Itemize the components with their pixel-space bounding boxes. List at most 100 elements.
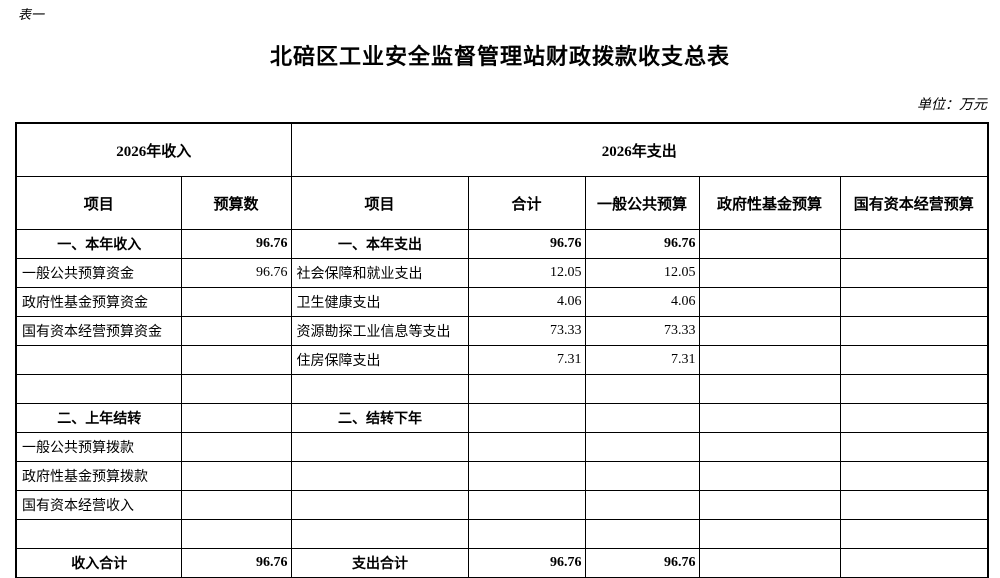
table-row: 住房保障支出 7.31 7.31 [15,345,989,375]
col-header-state-capital-budget: 国有资本经营预算 [839,176,989,230]
expense-total-cell: 12.05 [467,258,586,288]
group-header-row: 2026年收入 2026年支出 [15,122,989,177]
table-row: 一般公共预算资金 96.76 社会保障和就业支出 12.05 12.05 [15,258,989,288]
expense-gov-fund-cell [698,432,841,462]
expense-item-cell [290,374,469,404]
expense-general-budget-cell: 73.33 [584,316,700,346]
income-budget-cell: 96.76 [180,258,292,288]
page-title: 北碚区工业安全监督管理站财政拨款收支总表 [269,44,730,69]
table-index-label: 表一 [18,7,45,22]
unit-label: 单位：万元 [917,98,987,113]
income-budget-cell [180,316,292,346]
expense-general-budget-cell [584,403,700,433]
income-item-cell: 一般公共预算资金 [15,258,182,288]
income-budget-cell: 96.76 [180,229,292,259]
income-budget-cell [180,490,292,520]
expense-general-budget-cell [584,432,700,462]
table-row: 二、上年结转 二、结转下年 [15,403,989,433]
expense-state-capital-cell [839,403,989,433]
expense-general-budget-cell: 96.76 [584,229,700,259]
col-header-gov-fund-budget: 政府性基金预算 [698,176,841,230]
table-row: 收入合计 96.76 支出合计 96.76 96.76 [15,548,989,578]
fiscal-summary-table: 2026年收入 2026年支出 项目 预算数 项目 合计 一般公共预算 政府性基… [15,122,990,578]
expense-item-cell [290,490,469,520]
income-item-cell: 政府性基金预算资金 [15,287,182,317]
expense-item-cell: 社会保障和就业支出 [290,258,469,288]
expense-total-cell: 7.31 [467,345,586,375]
expense-gov-fund-cell [698,316,841,346]
table-row: 政府性基金预算拨款 [15,461,989,491]
col-header-income-budget: 预算数 [180,176,292,230]
expense-total-cell [467,432,586,462]
income-budget-cell: 96.76 [180,548,292,578]
expense-total-cell: 73.33 [467,316,586,346]
income-item-cell: 一、本年收入 [15,229,182,259]
expense-total-cell: 4.06 [467,287,586,317]
table-row: 国有资本经营预算资金 资源勘探工业信息等支出 73.33 73.33 [15,316,989,346]
expense-state-capital-cell [839,548,989,578]
expense-item-cell [290,519,469,549]
expense-item-cell: 支出合计 [290,548,469,578]
expense-total-cell [467,403,586,433]
expense-general-budget-cell [584,519,700,549]
expense-gov-fund-cell [698,345,841,375]
income-budget-cell [180,374,292,404]
income-budget-cell [180,519,292,549]
expense-general-budget-cell [584,374,700,404]
expense-general-budget-cell: 7.31 [584,345,700,375]
table-row: 一般公共预算拨款 [15,432,989,462]
expense-state-capital-cell [839,345,989,375]
expense-state-capital-cell [839,461,989,491]
table-row [15,374,989,404]
expense-total-cell [467,374,586,404]
expense-item-cell [290,432,469,462]
expense-item-cell: 卫生健康支出 [290,287,469,317]
expense-state-capital-cell [839,490,989,520]
table-body: 一、本年收入 96.76 一、本年支出 96.76 96.76 一般公共预算资金 96.76… [15,229,989,578]
income-item-cell [15,374,182,404]
income-item-cell: 国有资本经营预算资金 [15,316,182,346]
col-header-expense-item: 项目 [290,176,469,230]
income-item-cell: 一般公共预算拨款 [15,432,182,462]
income-budget-cell [180,287,292,317]
income-budget-cell [180,345,292,375]
column-header-row: 项目 预算数 项目 合计 一般公共预算 政府性基金预算 国有资本经营预算 [15,176,989,230]
expense-gov-fund-cell [698,229,841,259]
expense-gov-fund-cell [698,287,841,317]
expense-total-cell [467,461,586,491]
expense-state-capital-cell [839,258,989,288]
expense-state-capital-cell [839,432,989,462]
expense-gov-fund-cell [698,258,841,288]
income-group-header: 2026年收入 [15,122,292,177]
expense-state-capital-cell [839,287,989,317]
expense-gov-fund-cell [698,519,841,549]
col-header-income-item: 项目 [15,176,182,230]
expense-item-cell [290,461,469,491]
income-budget-cell [180,461,292,491]
expense-total-cell [467,519,586,549]
expense-item-cell: 资源勘探工业信息等支出 [290,316,469,346]
income-item-cell: 政府性基金预算拨款 [15,461,182,491]
income-item-cell: 收入合计 [15,548,182,578]
income-item-cell: 国有资本经营收入 [15,490,182,520]
expense-state-capital-cell [839,316,989,346]
income-budget-cell [180,432,292,462]
expense-item-cell: 一、本年支出 [290,229,469,259]
table-row: 政府性基金预算资金 卫生健康支出 4.06 4.06 [15,287,989,317]
expense-total-cell: 96.76 [467,548,586,578]
expense-general-budget-cell: 4.06 [584,287,700,317]
income-item-cell [15,345,182,375]
expense-general-budget-cell [584,490,700,520]
expense-state-capital-cell [839,229,989,259]
expense-general-budget-cell: 96.76 [584,548,700,578]
expense-general-budget-cell [584,461,700,491]
expense-item-cell: 二、结转下年 [290,403,469,433]
income-item-cell [15,519,182,549]
expense-general-budget-cell: 12.05 [584,258,700,288]
expense-item-cell: 住房保障支出 [290,345,469,375]
expense-group-header: 2026年支出 [290,122,989,177]
expense-gov-fund-cell [698,548,841,578]
income-budget-cell [180,403,292,433]
col-header-general-public-budget: 一般公共预算 [584,176,700,230]
